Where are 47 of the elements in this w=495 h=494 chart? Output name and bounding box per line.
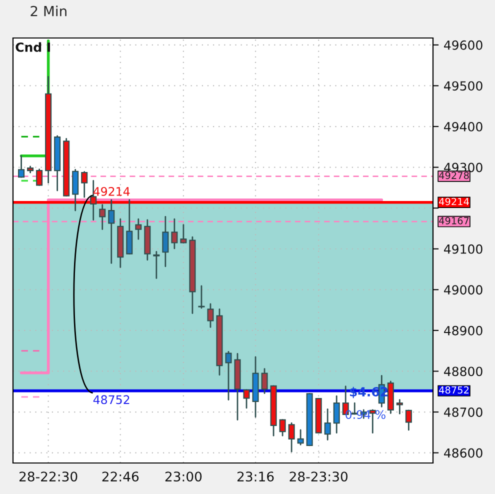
candlestick — [198, 285, 205, 309]
candlestick — [108, 199, 115, 264]
ref-line-label: 48752 — [439, 386, 469, 394]
x-tick-label: 23:16 — [237, 472, 274, 482]
y-tick-label: 49400 — [444, 122, 482, 132]
candlestick — [279, 419, 286, 436]
candlestick — [180, 224, 187, 244]
y-tick-label: 48600 — [444, 448, 482, 458]
candlestick — [153, 251, 160, 279]
candlestick — [135, 218, 142, 240]
x-tick-label: 28-23:30 — [290, 472, 348, 482]
y-tick-label: 48800 — [444, 366, 482, 376]
candlestick — [405, 410, 412, 431]
candlestick — [81, 171, 88, 198]
candlestick — [288, 422, 295, 452]
candlestick — [126, 199, 133, 254]
annotation: 48752 — [93, 395, 130, 404]
candlestick — [72, 169, 79, 212]
annotation: Cnd I — [16, 42, 50, 52]
annotation: $4.62 — [350, 386, 388, 398]
y-tick-label: 48700 — [444, 407, 482, 417]
candlestick — [207, 303, 214, 328]
ref-line-label: 49278 — [439, 172, 469, 180]
candlestick — [162, 216, 169, 268]
y-tick-label: 49500 — [444, 81, 482, 91]
ref-line-label: 49214 — [439, 198, 469, 206]
y-tick-label: 49000 — [444, 285, 482, 295]
candlestick — [396, 399, 403, 414]
chart-title: 2 Min — [30, 6, 66, 16]
x-tick-label: 22:46 — [102, 472, 139, 482]
candlestick — [225, 350, 232, 400]
candlestick — [261, 368, 268, 394]
candlestick — [324, 408, 331, 440]
candlestick — [36, 168, 43, 186]
candlestick — [297, 429, 304, 446]
candlestick — [171, 218, 178, 250]
candlestick — [333, 395, 340, 434]
candlestick — [99, 204, 106, 230]
candlestick — [243, 389, 250, 409]
y-tick-label: 48900 — [444, 326, 482, 336]
x-tick-label: 28-22:30 — [19, 472, 78, 482]
candlestick — [18, 155, 25, 178]
candlestick — [369, 409, 376, 434]
y-tick-label: 49600 — [444, 40, 482, 50]
y-tick-label: 49100 — [444, 244, 482, 254]
ref-line-label: 49167 — [439, 217, 469, 224]
x-tick-label: 23:00 — [165, 472, 202, 482]
